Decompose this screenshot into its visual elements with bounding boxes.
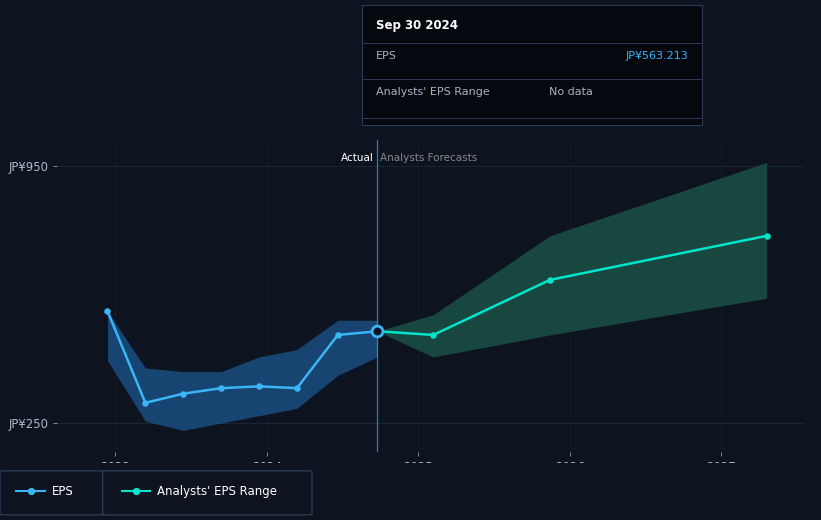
Text: Sep 30 2024: Sep 30 2024 [375, 19, 457, 32]
FancyBboxPatch shape [0, 471, 111, 515]
Point [252, 382, 265, 391]
Point [177, 389, 190, 398]
Point [760, 232, 773, 240]
Text: JP¥563.213: JP¥563.213 [626, 50, 688, 61]
Point [291, 384, 304, 392]
Point [370, 327, 383, 335]
Point [214, 384, 227, 392]
Text: EPS: EPS [52, 485, 73, 498]
Text: No data: No data [549, 87, 593, 97]
Point [101, 307, 114, 315]
Point [331, 331, 344, 339]
Point [427, 331, 440, 339]
Point [370, 327, 383, 335]
Text: EPS: EPS [375, 50, 397, 61]
Text: Analysts' EPS Range: Analysts' EPS Range [157, 485, 277, 498]
Text: Analysts Forecasts: Analysts Forecasts [380, 153, 478, 163]
Point [139, 399, 152, 407]
Text: Analysts' EPS Range: Analysts' EPS Range [375, 87, 489, 97]
Point [544, 276, 557, 284]
Text: Actual: Actual [342, 153, 374, 163]
FancyBboxPatch shape [103, 471, 312, 515]
Point [370, 327, 383, 335]
Point [687, 227, 700, 236]
